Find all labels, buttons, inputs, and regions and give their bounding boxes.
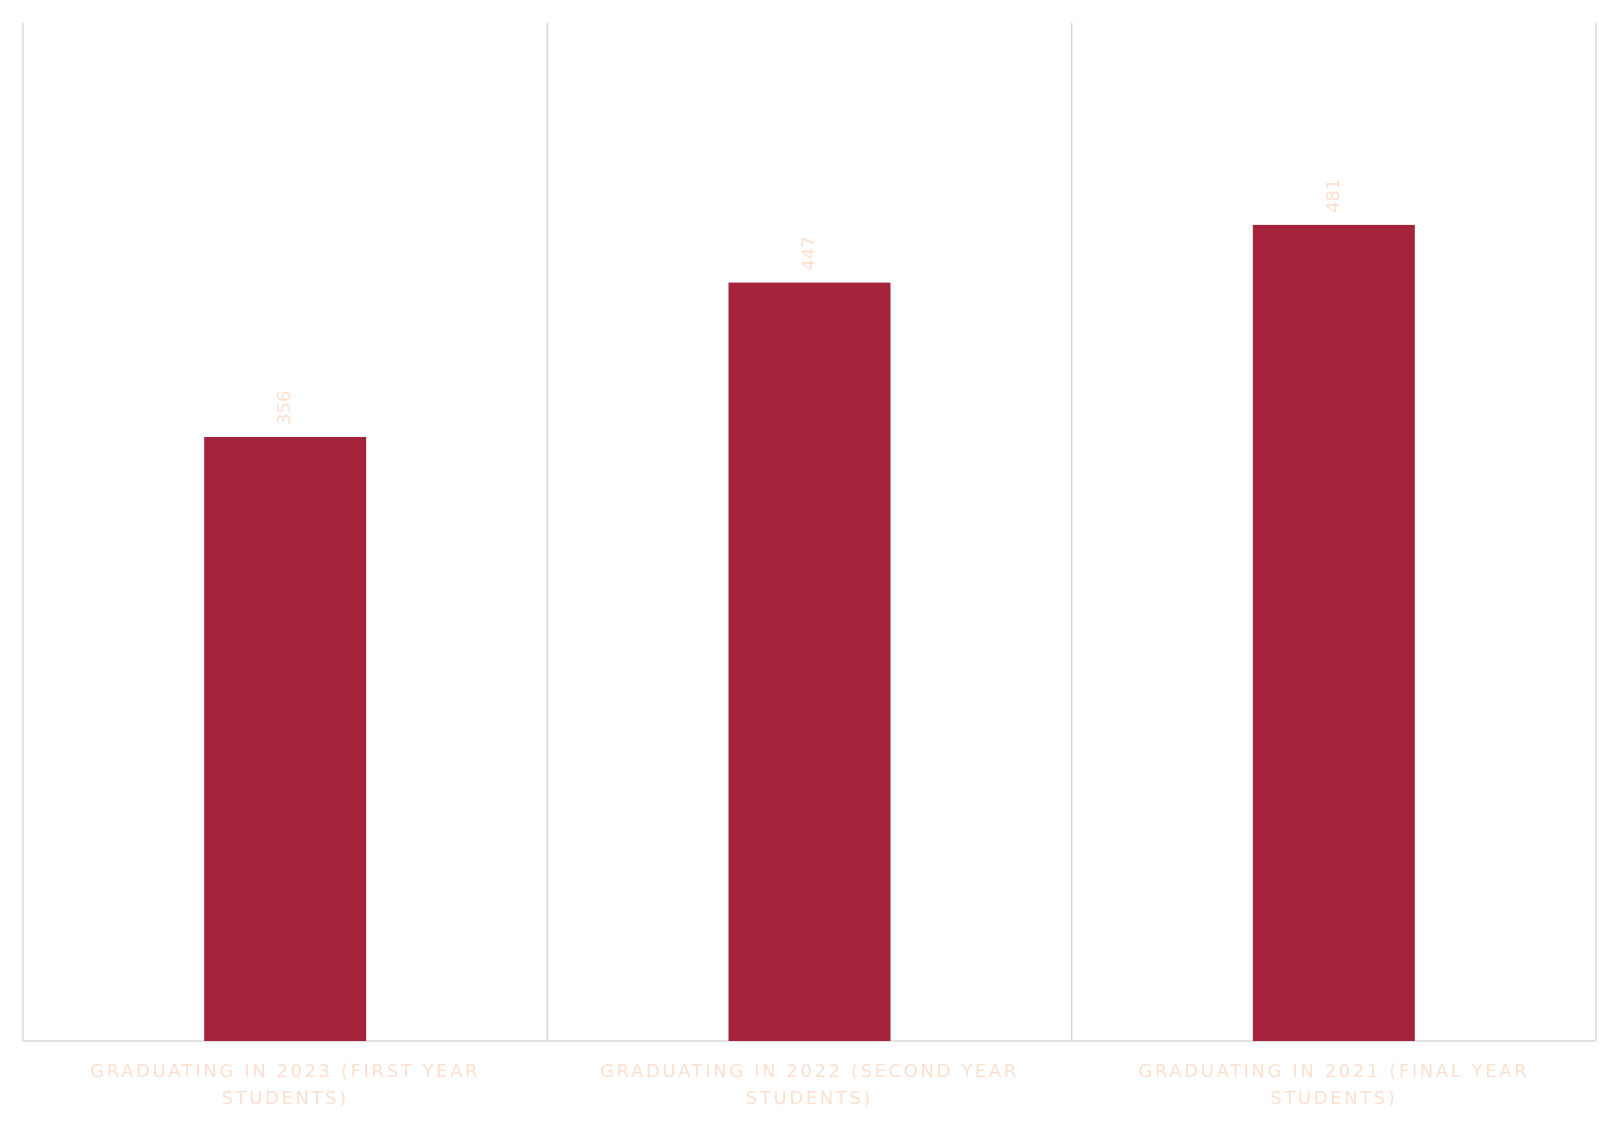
x-tick-label: GRADUATING IN 2021 (FINAL YEAR STUDENTS) [1138,1061,1529,1109]
x-tick-label-line: GRADUATING IN 2022 (SECOND YEAR [600,1061,1019,1082]
x-tick-label-line: STUDENTS) [222,1088,349,1109]
x-tick-label: GRADUATING IN 2022 (SECOND YEAR STUDENTS) [600,1061,1019,1109]
bar [204,436,367,1041]
bar [1252,224,1415,1042]
data-label: 481 [1323,179,1344,213]
x-tick-label-line: GRADUATING IN 2023 (FIRST YEAR [90,1061,480,1082]
x-tick-label-line: STUDENTS) [1270,1088,1397,1109]
data-label: 447 [799,236,820,270]
bar [728,282,891,1042]
x-tick-label: GRADUATING IN 2023 (FIRST YEAR STUDENTS) [90,1061,480,1109]
x-tick-label-line: GRADUATING IN 2021 (FINAL YEAR [1138,1061,1529,1082]
data-label: 356 [274,391,295,425]
x-tick-label-line: STUDENTS) [746,1088,873,1109]
